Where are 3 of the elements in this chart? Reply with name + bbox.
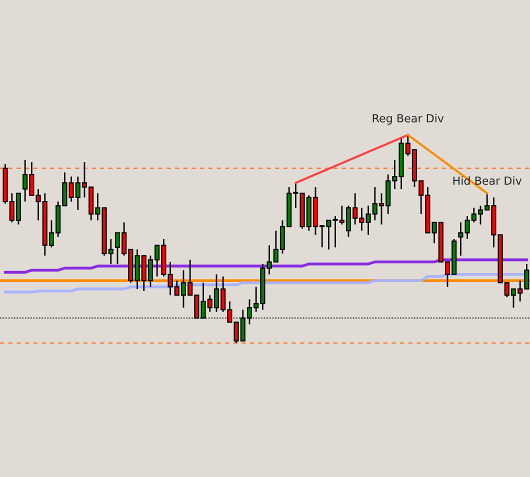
- annotation: Hid Bear Div: [453, 176, 522, 185]
- candlestick: [458, 222, 464, 256]
- text: Reg Bear Div: [372, 114, 444, 125]
